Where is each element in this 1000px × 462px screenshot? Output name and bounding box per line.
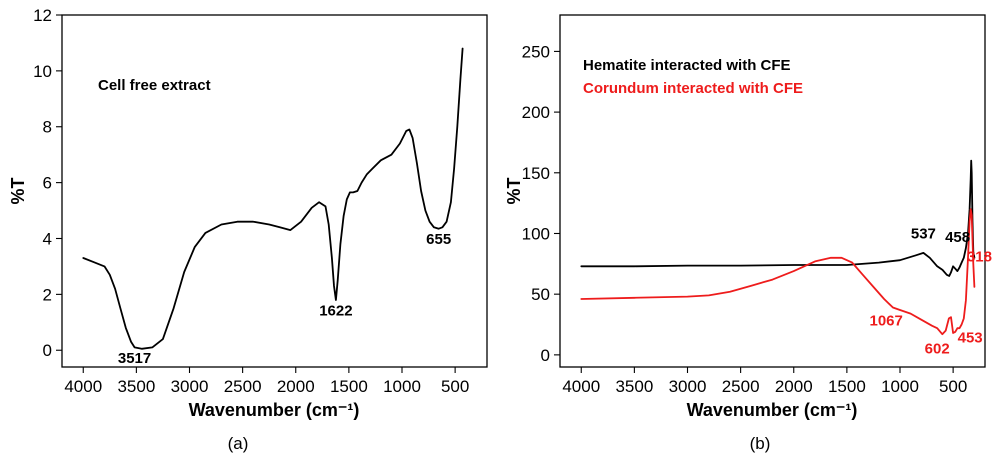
x-tick-label: 1500 (828, 377, 866, 396)
y-tick-label: 0 (541, 346, 550, 365)
x-tick-label: 3000 (669, 377, 707, 396)
x-tick-label: 1500 (330, 377, 368, 396)
panel-b-series-corundum (580, 208, 976, 336)
y-tick-label: 12 (33, 6, 52, 25)
y-tick-label: 0 (43, 341, 52, 360)
y-tick-label: 200 (522, 103, 550, 122)
panel-b-annotation: 602 (925, 341, 950, 358)
panel-b-annotation: 318 (967, 248, 992, 265)
y-tick-label: 10 (33, 62, 52, 81)
x-tick-label: 1000 (383, 377, 421, 396)
x-tick-label: 2500 (224, 377, 262, 396)
panel-b-x-ticks: 4000 3500 3000 2500 2000 1500 1000 500 (562, 367, 967, 396)
panel-b-annotation: 1067 (870, 313, 903, 330)
panel-b-legend-entry-corundum: Corundum interacted with CFE (583, 80, 803, 97)
panel-b-annotation: 537 (911, 225, 936, 242)
panel-a-y-axis-title: %T (8, 177, 28, 204)
y-tick-label: 50 (531, 285, 550, 304)
y-tick-label: 100 (522, 224, 550, 243)
y-tick-label: 6 (43, 174, 52, 193)
x-tick-label: 3500 (615, 377, 653, 396)
x-tick-label: 4000 (64, 377, 102, 396)
panel-b-annotation: 453 (958, 330, 983, 347)
panel-a: 4000 3500 3000 2500 2000 1500 1000 500 0 2 4 6 8 10 1… (8, 6, 488, 453)
y-tick-label: 150 (522, 164, 550, 183)
x-tick-label: 2000 (775, 377, 813, 396)
x-tick-label: 3500 (117, 377, 155, 396)
panel-a-series-cell-free-extract (82, 47, 464, 350)
panel-a-annotation: 655 (426, 231, 451, 248)
y-tick-label: 250 (522, 42, 550, 61)
panel-b-x-axis-title: Wavenumber (cm⁻¹) (687, 400, 858, 420)
panel-a-x-ticks: 4000 3500 3000 2500 2000 1500 1000 500 (64, 367, 469, 396)
x-tick-label: 2500 (722, 377, 760, 396)
x-tick-label: 500 (939, 377, 967, 396)
panel-a-annotation: 1622 (319, 302, 352, 319)
panel-b-caption: (b) (750, 434, 771, 453)
panel-b-annotation: 458 (945, 229, 970, 246)
panel-a-legend-title: Cell free extract (98, 77, 211, 94)
panel-a-plot-frame (61, 14, 488, 368)
panel-b-y-ticks: 0 50 100 150 200 250 (522, 42, 560, 365)
x-tick-label: 2000 (277, 377, 315, 396)
panel-b-legend-entry-hematite: Hematite interacted with CFE (583, 57, 791, 74)
panel-b: 4000 3500 3000 2500 2000 1500 1000 500 0 50 100 15… (504, 14, 992, 453)
panel-b-y-axis-title: %T (504, 177, 524, 204)
panel-a-caption: (a) (228, 434, 249, 453)
x-tick-label: 500 (441, 377, 469, 396)
x-tick-label: 4000 (562, 377, 600, 396)
x-tick-label: 1000 (881, 377, 919, 396)
y-tick-label: 4 (43, 229, 52, 248)
panel-a-annotation: 3517 (118, 350, 151, 367)
panel-b-series-hematite (580, 159, 976, 277)
x-tick-label: 3000 (171, 377, 209, 396)
panel-a-x-axis-title: Wavenumber (cm⁻¹) (189, 400, 360, 420)
y-tick-label: 2 (43, 285, 52, 304)
y-tick-label: 8 (43, 118, 52, 137)
panel-a-y-ticks: 0 2 4 6 8 10 12 (33, 6, 62, 360)
panel-b-plot-frame (559, 14, 986, 368)
